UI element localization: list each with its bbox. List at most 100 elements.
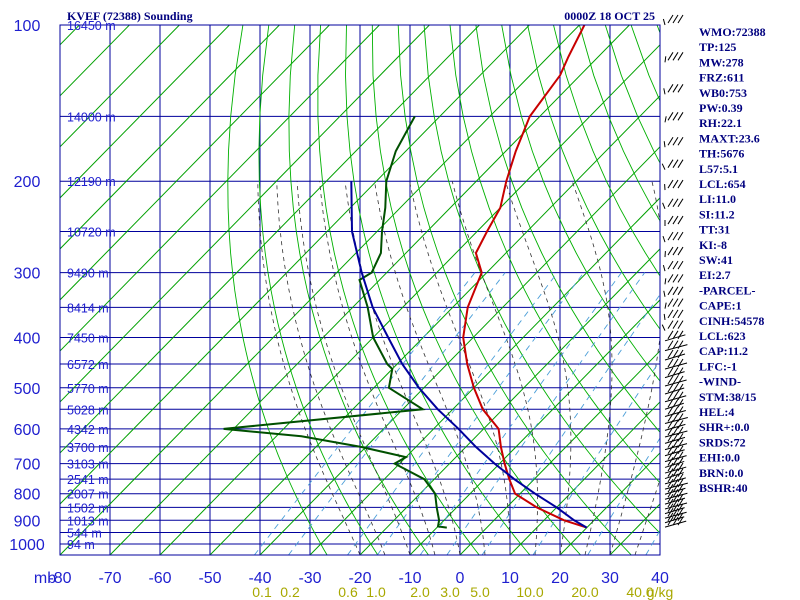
barb-feather [667, 516, 674, 526]
moist-adiabat [374, 181, 486, 555]
barb-shaft [664, 455, 687, 463]
isotherm [60, 25, 480, 454]
stat-line: WB0:753 [699, 86, 747, 100]
barb-feather [677, 439, 684, 448]
barb-feather [677, 484, 684, 493]
barb-feather [677, 14, 684, 24]
wind-barb [664, 358, 688, 370]
barb-shaft [664, 402, 684, 410]
stat-line: TP:125 [699, 40, 736, 54]
mixing-ratio-line [288, 272, 506, 555]
stat-line: EHI:0.0 [699, 451, 740, 465]
barb-feather [677, 516, 684, 526]
barb-shaft [664, 387, 685, 395]
stat-line: BSHR:40 [699, 481, 748, 495]
barb-feather [672, 433, 679, 442]
dry-adiabat [317, 25, 480, 555]
barb-feather [672, 516, 679, 526]
pressure-tick-label: 600 [14, 422, 41, 439]
wind-barb [662, 14, 684, 26]
dry-adiabat [258, 25, 379, 555]
barb-feather [677, 340, 684, 349]
barb-feather [667, 136, 674, 146]
moist-adiabat [276, 181, 386, 555]
barb-feather [672, 398, 679, 408]
moist-adiabat [505, 181, 572, 555]
wind-barb [663, 136, 684, 148]
barb-feather [672, 14, 679, 24]
barb-feather [677, 286, 684, 296]
temp-tick-label: -10 [398, 570, 421, 587]
barb-feather [677, 457, 684, 466]
wind-barb [664, 468, 684, 480]
wind-barb [664, 112, 684, 123]
temp-tick-label: 0 [456, 570, 465, 587]
barb-shaft [664, 423, 686, 431]
barb-feather [672, 383, 679, 393]
mixing-ratio-label: 0.1 [252, 584, 272, 600]
barb-feather [667, 507, 674, 517]
barb-feather [672, 439, 679, 448]
stat-line: TH:5676 [699, 147, 744, 161]
barb-feather [677, 468, 684, 477]
barb-feather [667, 330, 674, 340]
barb-feather [667, 179, 674, 189]
barb-feather [667, 52, 674, 61]
barb-shaft [664, 507, 685, 515]
stat-line: SW:41 [699, 253, 733, 267]
mixing-ratio-line [532, 359, 660, 555]
moist-adiabat [634, 478, 660, 555]
wind-barb [664, 383, 685, 395]
wind-barb [664, 340, 688, 352]
mixing-ratio-label: 0.6 [338, 584, 358, 600]
stat-line: MW:278 [699, 55, 744, 69]
barb-feather [672, 52, 679, 61]
plot-frame [59, 24, 661, 556]
height-label: 1013 m [67, 514, 109, 528]
wind-barb [663, 286, 684, 297]
wind-barb [664, 330, 686, 342]
stat-line: LFC:-1 [699, 359, 737, 373]
stat-line: SHR+:0.0 [699, 420, 750, 434]
stat-line: KI:-8 [699, 238, 727, 252]
barb-feather [667, 198, 674, 208]
wind-barb [664, 503, 685, 515]
barb-feather [672, 112, 679, 121]
barb-shaft [664, 278, 667, 285]
barb-feather [667, 159, 674, 168]
moist-adiabat [296, 181, 411, 555]
isotherm [559, 452, 660, 555]
pressure-tick-label: 300 [14, 266, 41, 283]
stat-line: TT:31 [699, 223, 730, 237]
height-label: 7450 m [67, 331, 109, 345]
barb-feather [672, 260, 679, 270]
isotherm [159, 44, 660, 555]
barb-feather [667, 320, 674, 329]
wind-barb [661, 320, 684, 331]
barb-feather [667, 383, 674, 393]
barb-feather [672, 320, 679, 329]
barb-shaft [663, 88, 666, 95]
barb-feather [672, 489, 679, 498]
stat-line: -PARCEL- [699, 283, 755, 297]
barb-feather [672, 298, 679, 307]
barb-feather [667, 413, 674, 422]
barb-feather [677, 398, 684, 408]
dry-adiabat [761, 25, 800, 555]
barb-feather [667, 451, 674, 460]
barb-feather [677, 349, 684, 359]
isotherm [60, 25, 530, 505]
barb-feather [667, 498, 674, 508]
isotherm [60, 25, 380, 352]
barb-feather [667, 473, 674, 483]
adiabat-layer [60, 25, 800, 555]
stat-line: HEL:4 [699, 405, 734, 419]
mixing-ratio-label: 40.0 [626, 584, 653, 600]
barb-feather [667, 493, 674, 503]
barb-shaft [664, 477, 686, 485]
barb-shaft [664, 520, 687, 528]
pressure-tick-label: 100 [14, 18, 41, 35]
barb-feather [667, 406, 674, 415]
pressure-axis-label: mb [34, 570, 56, 587]
